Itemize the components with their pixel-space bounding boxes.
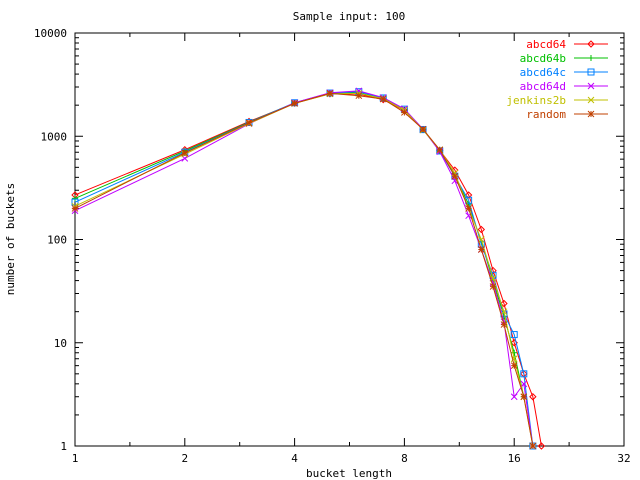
data-point-abcd64c <box>510 331 518 339</box>
legend-label-abcd64: abcd64 <box>526 38 566 51</box>
legend-label-random: random <box>526 108 566 121</box>
series-line-random <box>74 92 534 447</box>
legend-marker-abcd64d <box>587 82 595 90</box>
data-point-jenkins2b <box>500 308 508 316</box>
series-layer <box>71 87 546 450</box>
data-point-random <box>71 205 79 212</box>
x-tick-label: 4 <box>291 452 298 465</box>
data-point-jenkins2b <box>451 169 459 177</box>
data-point-random <box>451 172 459 180</box>
data-point-random <box>401 109 408 116</box>
series-line-abcd64b <box>74 92 525 397</box>
data-point-random <box>510 362 518 370</box>
series-jenkins2b <box>71 90 537 450</box>
chart-title: Sample input: 100 <box>293 10 406 23</box>
data-point-random <box>520 393 528 401</box>
data-point-random <box>465 205 472 212</box>
x-tick-label: 16 <box>508 452 521 465</box>
series-line-abcd64c <box>74 91 534 447</box>
series-abcd64 <box>71 90 546 450</box>
y-tick-label: 10 <box>54 337 67 350</box>
data-point-random <box>436 146 444 154</box>
data-point-random <box>355 92 363 100</box>
data-point-random <box>379 95 387 103</box>
series-line-abcd64d <box>74 90 534 447</box>
data-point-random <box>291 100 298 107</box>
legend-label-jenkins2b: jenkins2b <box>506 94 566 107</box>
y-tick-label: 10000 <box>34 27 67 40</box>
data-point-abcd64d <box>510 393 518 401</box>
series-line-jenkins2b <box>74 92 534 447</box>
series-abcd64b <box>72 89 527 400</box>
legend-label-abcd64b: abcd64b <box>520 52 566 65</box>
data-point-random <box>326 90 334 97</box>
legend-marker-abcd64c <box>587 68 595 76</box>
x-tick-label: 8 <box>401 452 408 465</box>
data-point-abcd64 <box>529 393 537 401</box>
data-point-abcd64d <box>355 87 363 95</box>
data-point-abcd64c <box>71 198 79 206</box>
x-tick-label: 32 <box>617 452 630 465</box>
legend-marker-random <box>587 110 595 118</box>
y-tick-label: 1000 <box>41 130 68 143</box>
data-point-random <box>419 125 427 133</box>
data-point-abcd64 <box>500 299 508 308</box>
data-point-random <box>181 149 189 157</box>
data-point-random <box>489 283 497 290</box>
data-point-abcd64b <box>511 349 518 356</box>
data-point-random <box>477 246 485 253</box>
legend-label-abcd64c: abcd64c <box>520 66 566 79</box>
x-tick-label: 1 <box>72 452 79 465</box>
data-point-abcd64c <box>520 370 528 378</box>
data-point-random <box>529 442 537 450</box>
series-abcd64d <box>71 87 537 450</box>
y-tick-label: 100 <box>47 234 67 247</box>
legend: abcd64abcd64babcd64cabcd64djenkins2brand… <box>506 38 608 121</box>
data-point-abcd64 <box>537 442 546 450</box>
data-point-abcd64 <box>477 225 486 234</box>
legend-label-abcd64d: abcd64d <box>520 80 566 93</box>
x-axis-label: bucket length <box>306 467 392 480</box>
data-point-abcd64b <box>72 195 78 202</box>
data-point-random <box>500 321 508 328</box>
x-tick-label: 2 <box>181 452 188 465</box>
y-tick-label: 1 <box>60 440 67 453</box>
series-line-abcd64 <box>74 93 542 447</box>
series-abcd64c <box>71 88 537 450</box>
data-point-abcd64d <box>520 380 528 388</box>
data-point-random <box>245 119 253 127</box>
axis-ticks: 1 10 100 1000 10000 1 2 4 8 16 32 <box>34 27 631 465</box>
y-axis-label: number of buckets <box>4 183 17 296</box>
data-point-abcd64 <box>464 191 473 199</box>
legend-marker-abcd64 <box>587 40 595 48</box>
legend-marker-jenkins2b <box>587 96 595 104</box>
legend-marker-abcd64b <box>588 55 594 61</box>
series-random <box>71 90 537 450</box>
